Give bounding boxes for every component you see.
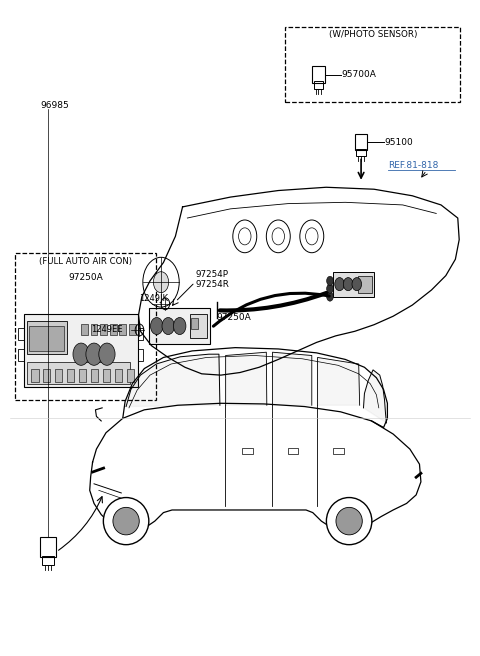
Bar (314, 81, 323, 89)
Text: 97250A: 97250A (216, 313, 251, 322)
Bar (242, 449, 253, 454)
Bar (27, 362, 131, 384)
Polygon shape (318, 358, 360, 405)
Bar (120, 324, 126, 335)
Circle shape (326, 276, 333, 285)
Bar (149, 308, 210, 344)
Bar (356, 149, 366, 157)
Circle shape (151, 318, 163, 335)
Bar (91, 369, 98, 382)
Bar (138, 349, 144, 361)
Ellipse shape (336, 507, 362, 535)
Text: 1249JK: 1249JK (140, 294, 168, 303)
Bar (312, 66, 325, 83)
Polygon shape (126, 354, 220, 407)
Bar (190, 314, 207, 338)
Circle shape (162, 318, 174, 335)
Bar (333, 272, 374, 297)
Text: 1249EE: 1249EE (91, 325, 123, 335)
Bar (55, 369, 62, 382)
Ellipse shape (113, 507, 139, 535)
Bar (79, 369, 86, 382)
Bar (29, 326, 64, 351)
Circle shape (173, 318, 186, 335)
Text: 96985: 96985 (40, 101, 69, 110)
Bar (91, 324, 97, 335)
Bar (42, 556, 54, 565)
Bar (129, 324, 136, 335)
Bar (18, 349, 24, 361)
Text: 95100: 95100 (384, 138, 413, 146)
Polygon shape (226, 352, 267, 405)
Text: 97254P: 97254P (196, 270, 229, 279)
Circle shape (99, 343, 115, 365)
Circle shape (352, 277, 361, 291)
Polygon shape (273, 352, 312, 405)
Text: REF.81-818: REF.81-818 (388, 161, 439, 170)
Bar (67, 369, 74, 382)
Circle shape (73, 343, 89, 365)
Bar (81, 324, 88, 335)
Bar (43, 369, 50, 382)
Circle shape (326, 292, 333, 301)
Bar (355, 134, 367, 150)
Bar (127, 369, 134, 382)
Bar (115, 369, 122, 382)
Text: (FULL AUTO AIR CON): (FULL AUTO AIR CON) (39, 257, 132, 266)
Bar (288, 449, 299, 454)
Polygon shape (363, 370, 386, 423)
Circle shape (154, 272, 168, 293)
Text: (W/PHOTO SENSOR): (W/PHOTO SENSOR) (329, 30, 417, 39)
Bar (18, 328, 24, 340)
Bar (100, 324, 107, 335)
Circle shape (335, 277, 344, 291)
Bar (24, 314, 138, 387)
Text: 95700A: 95700A (341, 70, 376, 79)
Bar (40, 537, 56, 557)
Ellipse shape (326, 497, 372, 544)
Text: 97250A: 97250A (68, 273, 103, 282)
Bar (31, 369, 38, 382)
Text: 97254R: 97254R (196, 280, 230, 289)
Bar (110, 324, 117, 335)
Bar (358, 276, 372, 293)
Bar (333, 449, 344, 454)
Bar (103, 369, 110, 382)
Bar (27, 321, 67, 354)
Ellipse shape (103, 497, 149, 544)
Circle shape (86, 343, 102, 365)
Circle shape (343, 277, 353, 291)
Bar (138, 328, 144, 340)
Bar (191, 318, 198, 329)
Circle shape (326, 284, 333, 293)
Bar (286, 27, 460, 102)
Bar (15, 253, 156, 400)
